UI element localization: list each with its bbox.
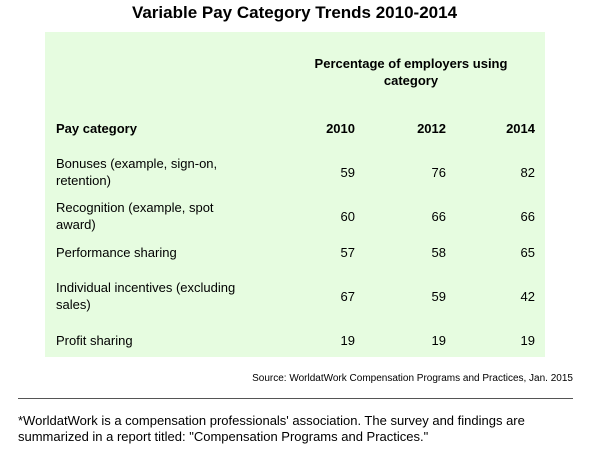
row-label: Individual incentives (excluding sales) xyxy=(56,280,236,312)
cell-value: 65 xyxy=(520,244,535,260)
column-header: 2012 xyxy=(417,120,446,136)
divider xyxy=(18,398,573,399)
group-header: Percentage of employers using category xyxy=(314,56,508,88)
footnote: *WorldatWork is a compensation professio… xyxy=(18,413,525,444)
cell-value: 76 xyxy=(431,164,446,180)
cell-value: 19 xyxy=(340,332,355,348)
source: Source: WorldatWork Compensation Program… xyxy=(252,373,573,384)
cell-value: 19 xyxy=(520,332,535,348)
cell-value: 82 xyxy=(520,164,535,180)
row-label: Performance sharing xyxy=(56,244,177,260)
cell-value: 59 xyxy=(431,288,446,304)
cell-value: 67 xyxy=(340,288,355,304)
cell-value: 42 xyxy=(520,288,535,304)
row-label: Bonuses (example, sign-on, retention) xyxy=(56,156,218,188)
cell-value: 57 xyxy=(340,244,355,260)
cell-value: 58 xyxy=(431,244,446,260)
column-header: 2014 xyxy=(506,120,535,136)
column-header: Pay category xyxy=(56,120,137,136)
row-label: Recognition (example, spot award) xyxy=(56,200,214,232)
row-label: Profit sharing xyxy=(56,332,133,348)
cell-value: 66 xyxy=(520,208,535,224)
cell-value: 59 xyxy=(340,164,355,180)
column-header: 2010 xyxy=(326,120,355,136)
cell-value: 60 xyxy=(340,208,355,224)
title: Variable Pay Category Trends 2010-2014 xyxy=(131,3,458,22)
cell-value: 66 xyxy=(431,208,446,224)
table-panel xyxy=(45,32,545,357)
cell-value: 19 xyxy=(431,332,446,348)
